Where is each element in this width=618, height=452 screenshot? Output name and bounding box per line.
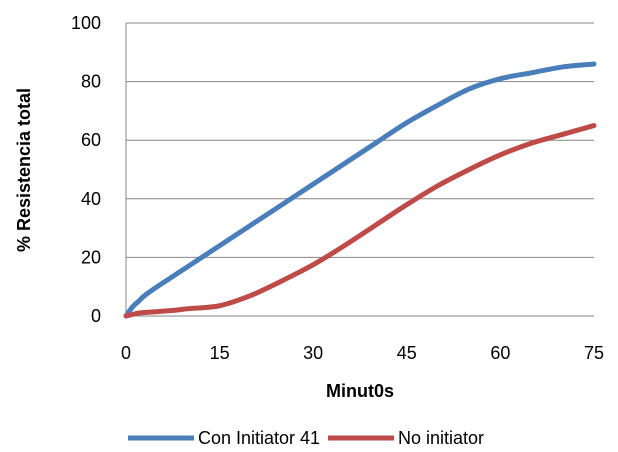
- x-tick-label: 75: [584, 343, 604, 363]
- x-tick-label: 0: [121, 343, 131, 363]
- y-tick-label: 60: [81, 130, 101, 150]
- tick-labels: 0 20 40 60 80 100 0 15 30 45 60 75: [71, 13, 604, 363]
- x-tick-label: 45: [397, 343, 417, 363]
- x-tick-label: 15: [210, 343, 230, 363]
- y-tick-label: 0: [91, 306, 101, 326]
- x-tick-label: 30: [303, 343, 323, 363]
- axes: [125, 23, 594, 317]
- series-line-2: [123, 123, 597, 319]
- legend-label-2: No initiator: [398, 428, 484, 448]
- y-tick-label: 20: [81, 247, 101, 267]
- legend: Con Initiator 41 No initiator: [128, 428, 484, 448]
- series-lines: [123, 61, 597, 319]
- x-tick-label: 60: [490, 343, 510, 363]
- y-tick-label: 100: [71, 13, 101, 33]
- y-tick-label: 80: [81, 72, 101, 92]
- series-line-1: [123, 61, 597, 319]
- y-axis-title: % Resistencia total: [14, 88, 34, 252]
- x-axis-title: Minut0s: [326, 381, 394, 401]
- gridlines: [126, 22, 594, 258]
- legend-label-1: Con Initiator 41: [198, 428, 320, 448]
- y-tick-label: 40: [81, 189, 101, 209]
